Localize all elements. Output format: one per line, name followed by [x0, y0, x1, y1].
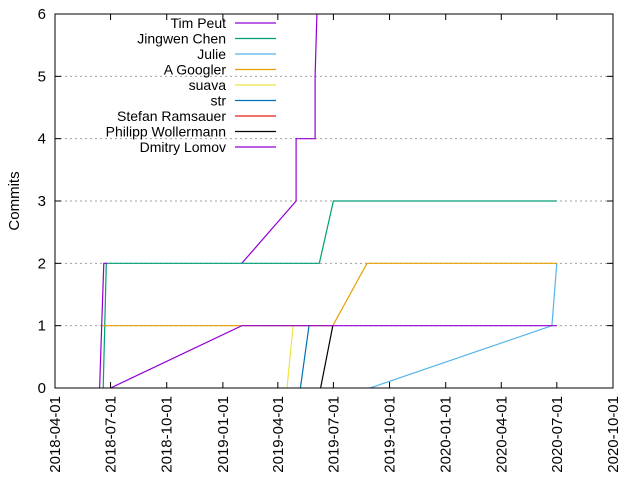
y-tick-label: 0 [38, 380, 46, 397]
y-axis-label: Commits [6, 171, 23, 230]
x-tick-label: 2018-07-01 [103, 396, 120, 473]
x-tick-label: 2020-01-01 [438, 396, 455, 473]
series-line-1 [102, 200, 557, 388]
legend-label: Stefan Ramsauer [117, 108, 226, 124]
series-line-5 [299, 325, 310, 388]
legend-label: Philipp Wollermann [106, 124, 226, 140]
y-tick-label: 2 [38, 255, 46, 272]
y-tick-label: 1 [38, 318, 46, 335]
legend-label: Julie [197, 46, 226, 62]
series-lines [99, 14, 558, 388]
series-line-9 [110, 325, 557, 388]
x-tick-label: 2019-10-01 [382, 396, 399, 473]
y-tick-label: 4 [38, 131, 46, 148]
series-line-7 [320, 325, 334, 388]
x-tick-label: 2020-10-01 [605, 396, 622, 473]
series-line-0 [241, 14, 318, 264]
axis-ticks: 0 1 2 3 4 5 6 2018-04-01 2018-07-01 2018-10-01 201… [38, 6, 622, 473]
x-tick-label: 2019-07-01 [325, 396, 342, 473]
legend-label: A Googler [164, 62, 227, 78]
legend-label: suava [189, 77, 227, 93]
y-tick-label: 3 [38, 193, 46, 210]
y-tick-label: 5 [38, 68, 46, 85]
x-tick-label: 2019-01-01 [215, 396, 232, 473]
legend-label: Jingwen Chen [137, 31, 226, 47]
series-line-3 [102, 262, 557, 327]
x-tick-label: 2018-04-01 [47, 396, 64, 473]
series-line-4 [286, 325, 294, 388]
legend-label: Dmitry Lomov [140, 139, 226, 155]
x-tick-label: 2019-04-01 [270, 396, 287, 473]
series-line-8 [99, 262, 107, 388]
legend-label: str [210, 93, 226, 109]
x-tick-label: 2018-10-01 [159, 396, 176, 473]
y-tick-label: 6 [38, 6, 46, 23]
x-tick-label: 2020-07-01 [549, 396, 566, 473]
legend-label: Tim Peut [171, 15, 227, 31]
x-tick-label: 2020-04-01 [493, 396, 510, 473]
